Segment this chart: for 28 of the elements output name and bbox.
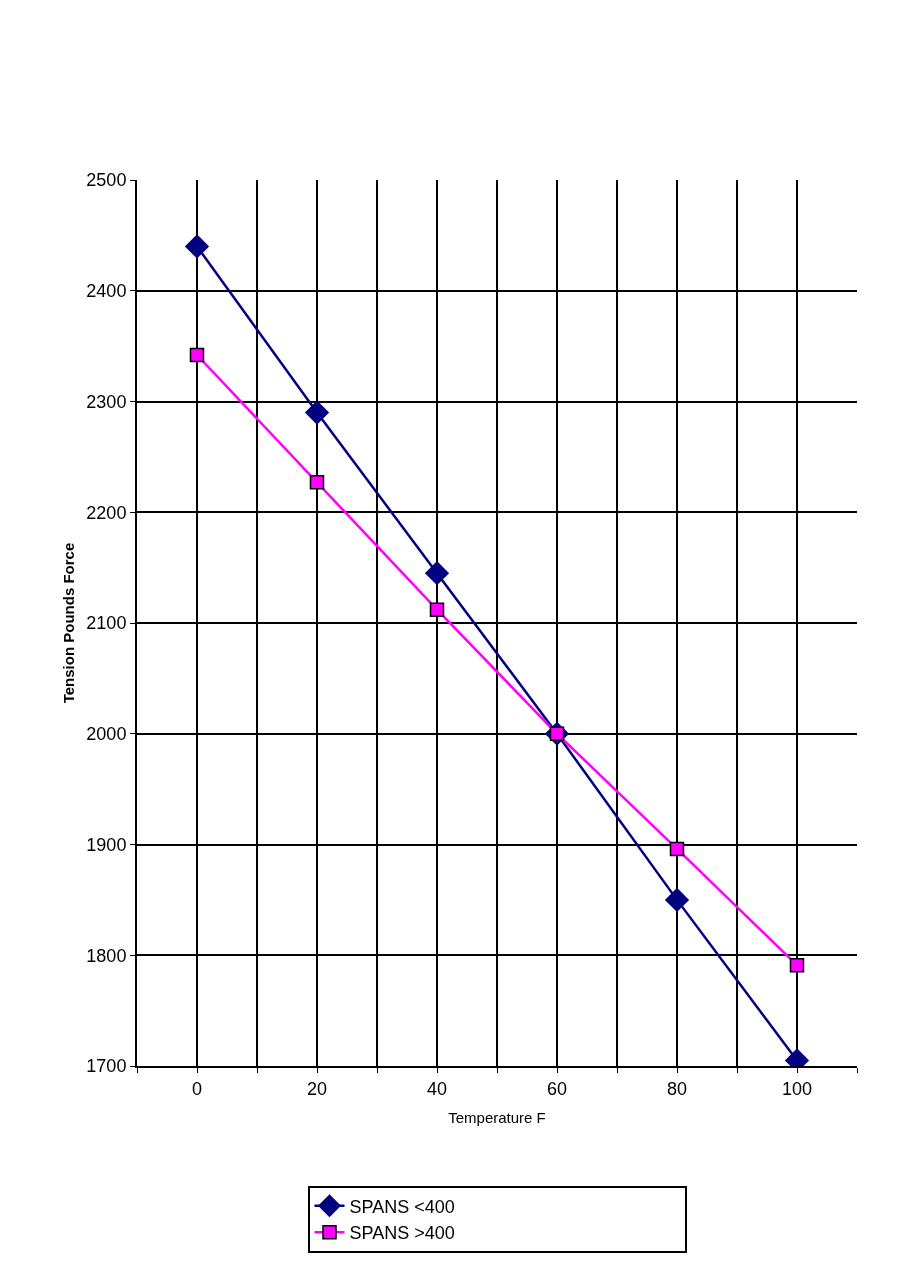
x-tick-label: 0 xyxy=(191,1078,203,1099)
point xyxy=(189,347,205,363)
y-tick-label: 1800 xyxy=(86,945,127,966)
y-tick-label: 2500 xyxy=(86,170,127,191)
point xyxy=(185,234,209,259)
point xyxy=(425,561,449,585)
y-axis-title: Tension Pounds Force xyxy=(60,542,78,704)
x-axis-title: Temperature F xyxy=(448,1109,546,1127)
legend-label: SPANS >400 xyxy=(349,1223,455,1244)
x-tick-label: 100 xyxy=(781,1078,813,1099)
y-tick-label: 2200 xyxy=(86,502,127,523)
y-tick-label: 1900 xyxy=(86,834,127,855)
point xyxy=(309,475,325,490)
x-tick-label: 60 xyxy=(546,1078,568,1099)
point xyxy=(305,400,329,425)
point xyxy=(789,957,805,973)
y-tick-label: 2300 xyxy=(86,391,127,412)
y-tick-label: 2000 xyxy=(86,724,127,745)
point xyxy=(429,602,445,617)
y-tick-label: 1700 xyxy=(86,1056,127,1077)
x-tick-label: 40 xyxy=(426,1078,448,1099)
point xyxy=(665,888,689,912)
x-tick-label: 20 xyxy=(306,1078,328,1099)
y-tick-label: 2400 xyxy=(86,281,127,302)
y-tick-label: 2100 xyxy=(86,613,127,634)
legend-label: SPANS <400 xyxy=(349,1196,455,1217)
point xyxy=(669,841,685,857)
x-tick-label: 80 xyxy=(666,1078,688,1099)
